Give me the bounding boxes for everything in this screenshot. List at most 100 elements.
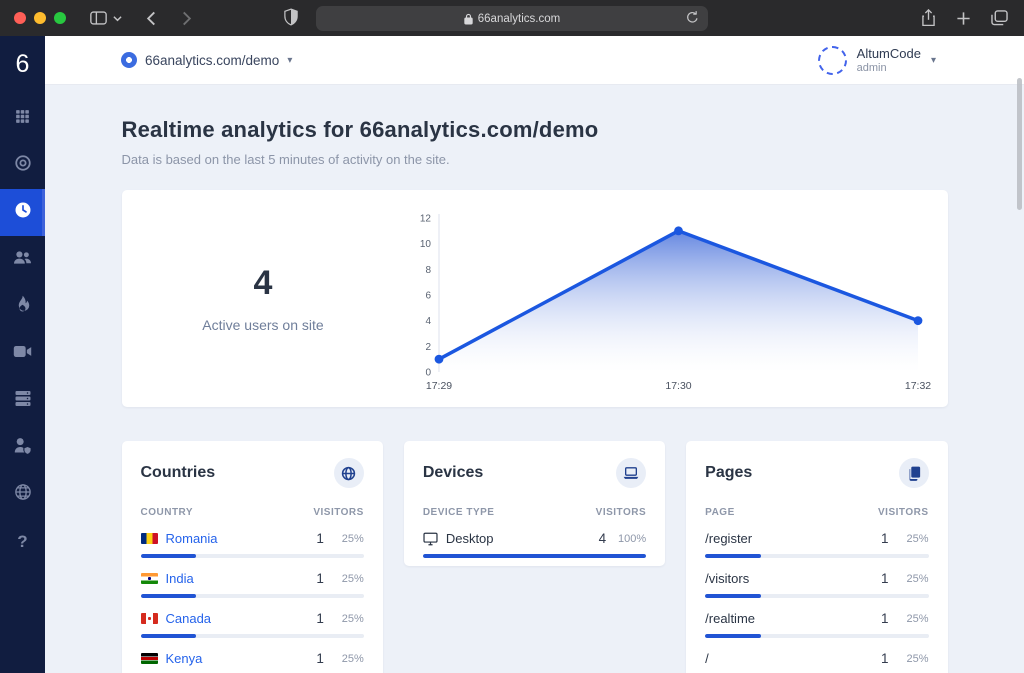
row-name[interactable]: /visitors	[705, 571, 750, 586]
row-name[interactable]: India	[165, 571, 194, 586]
users-icon	[13, 249, 32, 271]
sidebar-item-visitors[interactable]	[0, 236, 45, 283]
lock-icon	[464, 13, 473, 25]
back-button[interactable]	[146, 11, 156, 26]
sidebar-item-help[interactable]: ?	[0, 518, 45, 565]
globe-icon	[14, 483, 32, 506]
progress-bar	[422, 554, 647, 558]
svg-text:17:32: 17:32	[904, 380, 930, 392]
minimize-window-button[interactable]	[34, 12, 46, 24]
row-visitors: 1	[880, 571, 889, 586]
privacy-shield-icon[interactable]	[284, 8, 298, 26]
flame-icon	[15, 295, 30, 318]
close-window-button[interactable]	[14, 12, 26, 24]
chevron-down-icon[interactable]	[113, 15, 122, 22]
row-percentage: 100%	[618, 532, 647, 545]
reload-icon[interactable]	[686, 10, 699, 25]
sidebar-item-dashboard[interactable]	[0, 95, 45, 142]
address-bar[interactable]: 66analytics.com	[316, 6, 708, 31]
chevron-down-icon: ▾	[287, 54, 293, 66]
browser-chrome: 66analytics.com	[0, 0, 1024, 36]
svg-text:17:29: 17:29	[425, 380, 451, 392]
svg-text:8: 8	[425, 265, 431, 276]
progress-bar	[705, 634, 929, 638]
row-name[interactable]: Romania	[165, 531, 218, 546]
table-row: /visitors 1 25%	[705, 571, 929, 598]
progress-bar	[140, 554, 364, 558]
page-title: Realtime analytics for 66analytics.com/d…	[121, 117, 599, 142]
sidebar-item-heatmaps[interactable]	[0, 283, 45, 330]
site-selector[interactable]: 66analytics.com/demo ▾	[121, 52, 292, 68]
pages-badge-icon[interactable]	[898, 458, 929, 488]
row-percentage: 25%	[341, 572, 364, 585]
user-menu[interactable]: AltumCode admin ▾	[817, 45, 936, 75]
row-percentage: 25%	[906, 532, 929, 545]
sidebar-toggle-icon[interactable]	[90, 11, 107, 25]
row-name[interactable]: Desktop	[445, 531, 494, 546]
row-visitors: 1	[880, 531, 889, 546]
row-percentage: 25%	[341, 532, 364, 545]
sidebar-item-recordings[interactable]	[0, 330, 45, 377]
column-header: COUNTRY	[140, 507, 194, 518]
sidebar-item-websites[interactable]	[0, 471, 45, 518]
stat-card: Devices DEVICE TYPE VISITORS Desktop 4 1…	[403, 441, 666, 566]
globe-badge-icon[interactable]	[333, 458, 364, 488]
tab-overview-icon[interactable]	[991, 10, 1008, 26]
table-row: /realtime 1 25%	[705, 611, 929, 638]
row-visitors: 1	[880, 611, 889, 626]
column-header: VISITORS	[878, 507, 929, 518]
row-visitors: 1	[316, 651, 324, 666]
table-row: Kenya 1 25%	[140, 651, 364, 673]
table-row: Canada 1 25%	[140, 611, 364, 638]
page-content: Realtime analytics for 66analytics.com/d…	[45, 85, 1024, 673]
server-icon	[14, 390, 32, 412]
topbar: 66analytics.com/demo ▾ AltumCode admin ▾	[45, 36, 1024, 85]
row-name[interactable]: /register	[705, 531, 753, 546]
sidebar-item-goals[interactable]	[0, 142, 45, 189]
site-selector-label: 66analytics.com/demo	[145, 52, 280, 68]
column-header: VISITORS	[313, 507, 364, 518]
card-title: Countries	[140, 464, 216, 481]
new-tab-icon[interactable]	[956, 11, 971, 26]
video-icon	[13, 344, 32, 364]
url-text: 66analytics.com	[477, 12, 561, 25]
stat-card: Pages PAGE VISITORS /register 1 25% /vis…	[686, 441, 948, 673]
svg-text:2: 2	[425, 342, 431, 353]
maximize-window-button[interactable]	[54, 12, 66, 24]
svg-text:0: 0	[425, 368, 431, 379]
row-percentage: 25%	[906, 612, 929, 625]
app-logo[interactable]: 6	[15, 50, 30, 78]
row-percentage: 25%	[906, 572, 929, 585]
row-percentage: 25%	[341, 652, 364, 665]
column-header: PAGE	[705, 507, 735, 518]
country-flag-icon	[140, 653, 158, 664]
realtime-card: 4 Active users on site 0 2 4 6 8 10 12 17:29 17:…	[121, 190, 948, 407]
area-chart: 0 2 4 6 8 10 12 17:29 17:30 17:32	[419, 214, 930, 393]
svg-text:12: 12	[419, 214, 431, 225]
row-name[interactable]: Canada	[165, 611, 212, 626]
page-subtitle: Data is based on the last 5 minutes of a…	[121, 152, 450, 167]
forward-button[interactable]	[182, 11, 192, 26]
row-name[interactable]: Kenya	[165, 651, 203, 666]
svg-text:10: 10	[419, 239, 431, 250]
sidebar-item-admin[interactable]	[0, 424, 45, 471]
column-header: DEVICE TYPE	[422, 507, 495, 518]
sidebar-item-realtime[interactable]	[0, 189, 45, 236]
active-users-label: Active users on site	[202, 317, 324, 333]
scrollbar-thumb[interactable]	[1017, 78, 1022, 210]
row-name[interactable]: /	[705, 651, 709, 666]
row-visitors: 1	[880, 651, 889, 666]
laptop-badge-icon[interactable]	[616, 458, 647, 488]
user-shield-icon	[13, 437, 32, 459]
sidebar-item-logs[interactable]	[0, 377, 45, 424]
realtime-chart: 0 2 4 6 8 10 12 17:29 17:30 17:32	[405, 194, 948, 403]
window-controls[interactable]	[14, 12, 66, 24]
site-favicon-icon	[121, 52, 137, 68]
row-visitors: 1	[316, 611, 324, 626]
row-name[interactable]: /realtime	[705, 611, 756, 626]
card-title: Devices	[422, 464, 484, 481]
share-icon[interactable]	[921, 9, 936, 27]
avatar	[817, 45, 847, 75]
user-role: admin	[856, 62, 887, 74]
progress-bar	[140, 594, 364, 598]
